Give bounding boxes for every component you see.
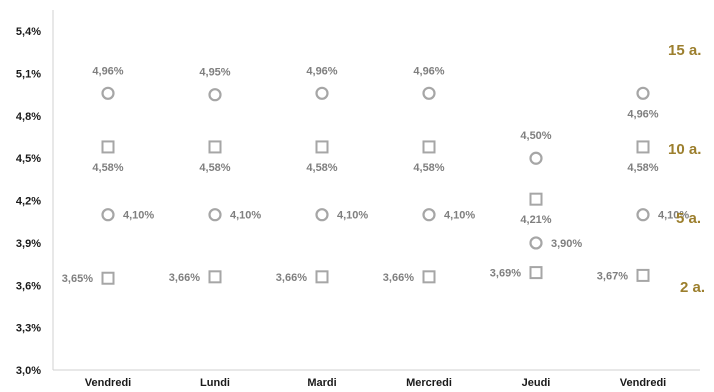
data-label: 4,10% — [123, 210, 154, 222]
square-marker — [315, 140, 329, 154]
data-label: 3,67% — [597, 270, 628, 282]
square-marker — [208, 140, 222, 154]
circle-marker — [636, 86, 650, 100]
circle-marker — [422, 208, 436, 222]
circle-marker — [208, 88, 222, 102]
data-label: 4,58% — [413, 162, 444, 174]
y-tick-label: 3,6% — [16, 280, 41, 292]
series-name-label: 10 a. — [668, 141, 701, 158]
circle-marker — [422, 86, 436, 100]
square-marker — [101, 140, 115, 154]
square-marker — [422, 140, 436, 154]
data-label: 4,96% — [92, 65, 123, 77]
square-marker — [636, 140, 650, 154]
square-marker — [422, 270, 436, 284]
y-axis-ticks: 3,0% 3,3% 3,6% 3,9% 4,2% 4,5% 4,8% 5,1% 5,4% — [16, 26, 41, 377]
data-points — [101, 86, 650, 285]
circle-marker — [101, 208, 115, 222]
data-label: 3,69% — [490, 268, 521, 280]
square-marker — [208, 270, 222, 284]
circle-marker — [529, 236, 543, 250]
data-label: 4,21% — [520, 214, 551, 226]
circle-marker — [101, 86, 115, 100]
series-labels: 15 a. 10 a. 5 a. 2 a. — [668, 42, 705, 296]
data-label: 4,58% — [627, 162, 658, 174]
x-tick-label: Mercredi — [406, 377, 452, 389]
series-name-label: 2 a. — [680, 279, 705, 296]
data-label: 4,10% — [444, 210, 475, 222]
y-tick-label: 4,2% — [16, 196, 41, 208]
circle-marker — [315, 86, 329, 100]
y-tick-label: 5,1% — [16, 69, 41, 81]
y-tick-label: 3,0% — [16, 365, 41, 377]
data-label: 3,66% — [276, 272, 307, 284]
y-tick-label: 5,4% — [16, 26, 41, 38]
data-label: 4,58% — [199, 162, 230, 174]
circle-marker — [636, 208, 650, 222]
circle-marker — [315, 208, 329, 222]
square-marker — [529, 266, 543, 280]
y-tick-label: 3,9% — [16, 238, 41, 250]
data-label: 4,10% — [230, 210, 261, 222]
y-tick-label: 3,3% — [16, 323, 41, 335]
y-tick-label: 4,5% — [16, 153, 41, 165]
data-label: 3,90% — [551, 238, 582, 250]
data-label: 4,96% — [306, 65, 337, 77]
y-tick-label: 4,8% — [16, 111, 41, 123]
data-label: 4,96% — [627, 108, 658, 120]
circle-marker — [529, 151, 543, 165]
x-axis-ticks: Vendredi Lundi Mardi Mercredi Jeudi Vendredi — [85, 377, 666, 389]
data-label: 4,58% — [92, 162, 123, 174]
square-marker — [529, 192, 543, 206]
series-name-label: 15 a. — [668, 42, 701, 59]
data-label: 4,95% — [199, 67, 230, 79]
x-tick-label: Lundi — [200, 377, 230, 389]
data-label: 4,10% — [337, 210, 368, 222]
x-tick-label: Vendredi — [85, 377, 131, 389]
data-label: 4,96% — [413, 65, 444, 77]
square-marker — [101, 271, 115, 285]
square-marker — [636, 268, 650, 282]
data-label: 3,65% — [62, 273, 93, 285]
data-label: 4,50% — [520, 130, 551, 142]
x-tick-label: Vendredi — [620, 377, 666, 389]
square-marker — [315, 270, 329, 284]
data-label: 3,66% — [383, 272, 414, 284]
x-tick-label: Jeudi — [522, 377, 551, 389]
circle-marker — [208, 208, 222, 222]
series-name-label: 5 a. — [676, 210, 701, 227]
data-label: 4,58% — [306, 162, 337, 174]
x-tick-label: Mardi — [307, 377, 336, 389]
data-label: 3,66% — [169, 272, 200, 284]
data-labels: 4,96% 4,95% 4,96% 4,96% 4,50% 4,96% 4,58% 4,58%… — [62, 65, 690, 285]
data-label: 4,10% — [658, 210, 689, 222]
